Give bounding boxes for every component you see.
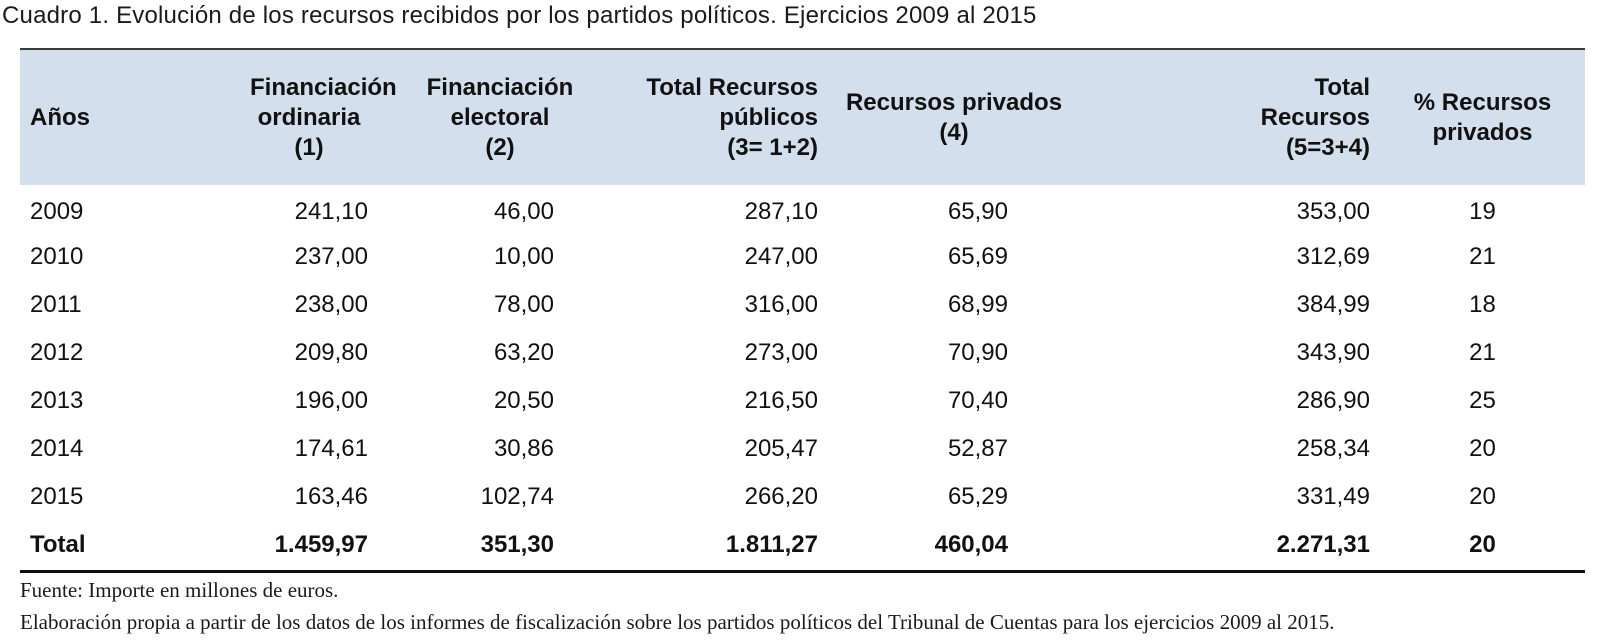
footnote-source: Fuente: Importe en millones de euros. [20, 578, 339, 602]
col-header-ordinary-funding: Financiación ordinaria (1) [250, 73, 397, 161]
cell-total-public: 316,00 [744, 291, 818, 318]
cell-private-percent: 25 [1469, 387, 1496, 414]
table-row: 2013 196,00 20,50 216,50 70,40 286,90 25 [20, 377, 1585, 425]
cell-private: 65,69 [947, 243, 1008, 270]
cell-private: 65,29 [947, 483, 1008, 510]
cell-total-public: 216,50 [744, 387, 818, 414]
cell-ordinary: 237,00 [294, 243, 368, 270]
cell-electoral: 10,00 [493, 243, 554, 270]
footnote-elaboration: Elaboración propia a partir de los datos… [20, 610, 1335, 634]
cell-ordinary: 241,10 [294, 198, 368, 225]
cell-private: 65,90 [947, 198, 1008, 225]
cell-private-percent: 20 [1469, 435, 1496, 462]
col-header-total-resources: Total Recursos (5=3+4) [1260, 73, 1370, 161]
resources-table: Años Financiación ordinaria (1) Financia… [20, 48, 1585, 573]
cell-electoral: 20,50 [493, 387, 554, 414]
cell-year: 2015 [30, 483, 84, 510]
cell-total-resources: 343,90 [1296, 339, 1370, 366]
cell-year: 2014 [30, 435, 84, 462]
cell-total-public: 205,47 [744, 435, 818, 462]
cell-year: 2009 [30, 198, 84, 225]
cell-ordinary: 238,00 [294, 291, 368, 318]
table-row: 2011 238,00 78,00 316,00 68,99 384,99 18 [20, 281, 1585, 329]
cell-total-resources: 286,90 [1296, 387, 1370, 414]
cell-year: 2010 [30, 243, 84, 270]
cell-private-percent: 18 [1469, 291, 1496, 318]
table-row: 2015 163,46 102,74 266,20 65,29 331,49 2… [20, 473, 1585, 521]
cell-electoral: 102,74 [480, 483, 554, 510]
cell-total-resources: 312,69 [1296, 243, 1370, 270]
cell-total-ordinary: 1.459,97 [170, 521, 380, 573]
cell-private: 70,90 [947, 339, 1008, 366]
cell-private: 70,40 [947, 387, 1008, 414]
cell-total-resources: 353,00 [1296, 198, 1370, 225]
cell-ordinary: 163,46 [294, 483, 368, 510]
cell-private-percent: 19 [1469, 198, 1496, 225]
cell-total-label: Total [20, 521, 170, 573]
cell-total-public: 273,00 [744, 339, 818, 366]
cell-private: 52,87 [947, 435, 1008, 462]
cell-total-public: 247,00 [744, 243, 818, 270]
total-row: Total 1.459,97 351,30 1.811,27 460,04 2.… [20, 521, 1585, 573]
header-row: Años Financiación ordinaria (1) Financia… [20, 49, 1585, 185]
cell-total-private-percent: 20 [1380, 521, 1585, 573]
col-header-private-percent: % Recursos privados [1413, 88, 1552, 146]
col-header-total-public: Total Recursos públicos (3= 1+2) [646, 73, 818, 161]
table-row: 2014 174,61 30,86 205,47 52,87 258,34 20 [20, 425, 1585, 473]
cell-total-resources: 384,99 [1296, 291, 1370, 318]
cell-private-percent: 21 [1469, 339, 1496, 366]
cell-total-resources: 258,34 [1296, 435, 1370, 462]
cell-electoral: 63,20 [493, 339, 554, 366]
cell-year: 2013 [30, 387, 84, 414]
cell-private-percent: 21 [1469, 243, 1496, 270]
table-row: 2012 209,80 63,20 273,00 70,90 343,90 21 [20, 329, 1585, 377]
cell-private: 68,99 [947, 291, 1008, 318]
cell-ordinary: 196,00 [294, 387, 368, 414]
cell-total-public: 266,20 [744, 483, 818, 510]
cell-total-electoral: 351,30 [380, 521, 600, 573]
table-row: 2010 237,00 10,00 247,00 65,69 312,69 21 [20, 233, 1585, 281]
cell-total-resources-sum: 2.271,31 [1080, 521, 1380, 573]
cell-ordinary: 209,80 [294, 339, 368, 366]
cell-total-private: 460,04 [830, 521, 1080, 573]
col-header-years: Años [30, 103, 90, 131]
cell-total-public: 287,10 [744, 198, 818, 225]
cell-electoral: 46,00 [493, 198, 554, 225]
cell-total-resources: 331,49 [1296, 483, 1370, 510]
table-row: 2009 241,10 46,00 287,10 65,90 353,00 19 [20, 185, 1585, 233]
col-header-electoral-funding: Financiación electoral (2) [426, 73, 574, 161]
cell-total-public-sum: 1.811,27 [600, 521, 830, 573]
cell-electoral: 30,86 [493, 435, 554, 462]
cell-year: 2011 [30, 291, 82, 318]
col-header-private: Recursos privados (4) [845, 88, 1063, 146]
cell-electoral: 78,00 [493, 291, 554, 318]
cell-private-percent: 20 [1469, 483, 1496, 510]
table-caption: Cuadro 1. Evolución de los recursos reci… [2, 2, 1037, 29]
cell-ordinary: 174,61 [294, 435, 368, 462]
cell-year: 2012 [30, 339, 84, 366]
